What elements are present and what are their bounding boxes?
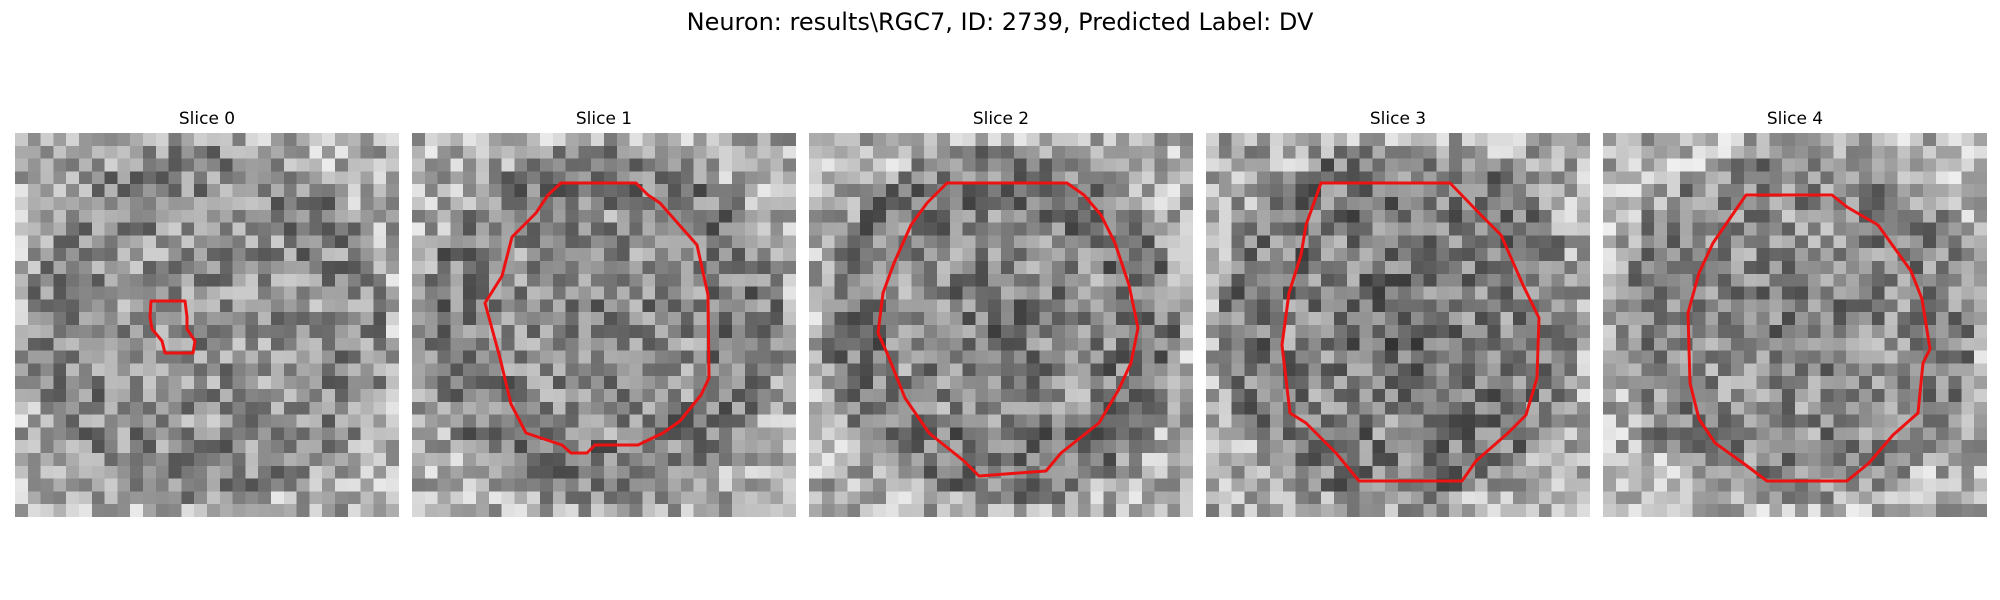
slice-title: Slice 2 — [972, 109, 1030, 129]
contour-path — [1280, 181, 1541, 483]
roi-contour — [876, 181, 1140, 478]
roi-contour — [148, 299, 197, 355]
slice-title: Slice 3 — [1369, 109, 1427, 129]
microscopy-image — [809, 133, 1193, 517]
roi-contour — [483, 181, 711, 455]
slice-image — [809, 133, 1193, 517]
slice-panel-1: Slice 1 — [412, 108, 796, 517]
slice-title: Slice 1 — [575, 109, 633, 129]
roi-contour — [1686, 193, 1932, 483]
slice-image — [15, 133, 399, 517]
microscopy-image — [1206, 133, 1590, 517]
contour-path — [483, 181, 711, 455]
microscopy-image — [1603, 133, 1987, 517]
slice-title: Slice 0 — [178, 109, 236, 129]
roi-contour — [1280, 181, 1541, 483]
slice-panel-3: Slice 3 — [1206, 108, 1590, 517]
microscopy-image — [412, 133, 796, 517]
contour-path — [148, 299, 197, 355]
slice-image — [412, 133, 796, 517]
contour-path — [876, 181, 1140, 478]
slice-image — [1603, 133, 1987, 517]
slice-panel-4: Slice 4 — [1603, 108, 1987, 517]
slice-title: Slice 4 — [1766, 109, 1824, 129]
microscopy-image — [15, 133, 399, 517]
contour-path — [1686, 193, 1932, 483]
slice-panel-0: Slice 0 — [15, 108, 399, 517]
slice-panel-2: Slice 2 — [809, 108, 1193, 517]
slice-image — [1206, 133, 1590, 517]
figure-title: Neuron: results\RGC7, ID: 2739, Predicte… — [686, 8, 1314, 36]
